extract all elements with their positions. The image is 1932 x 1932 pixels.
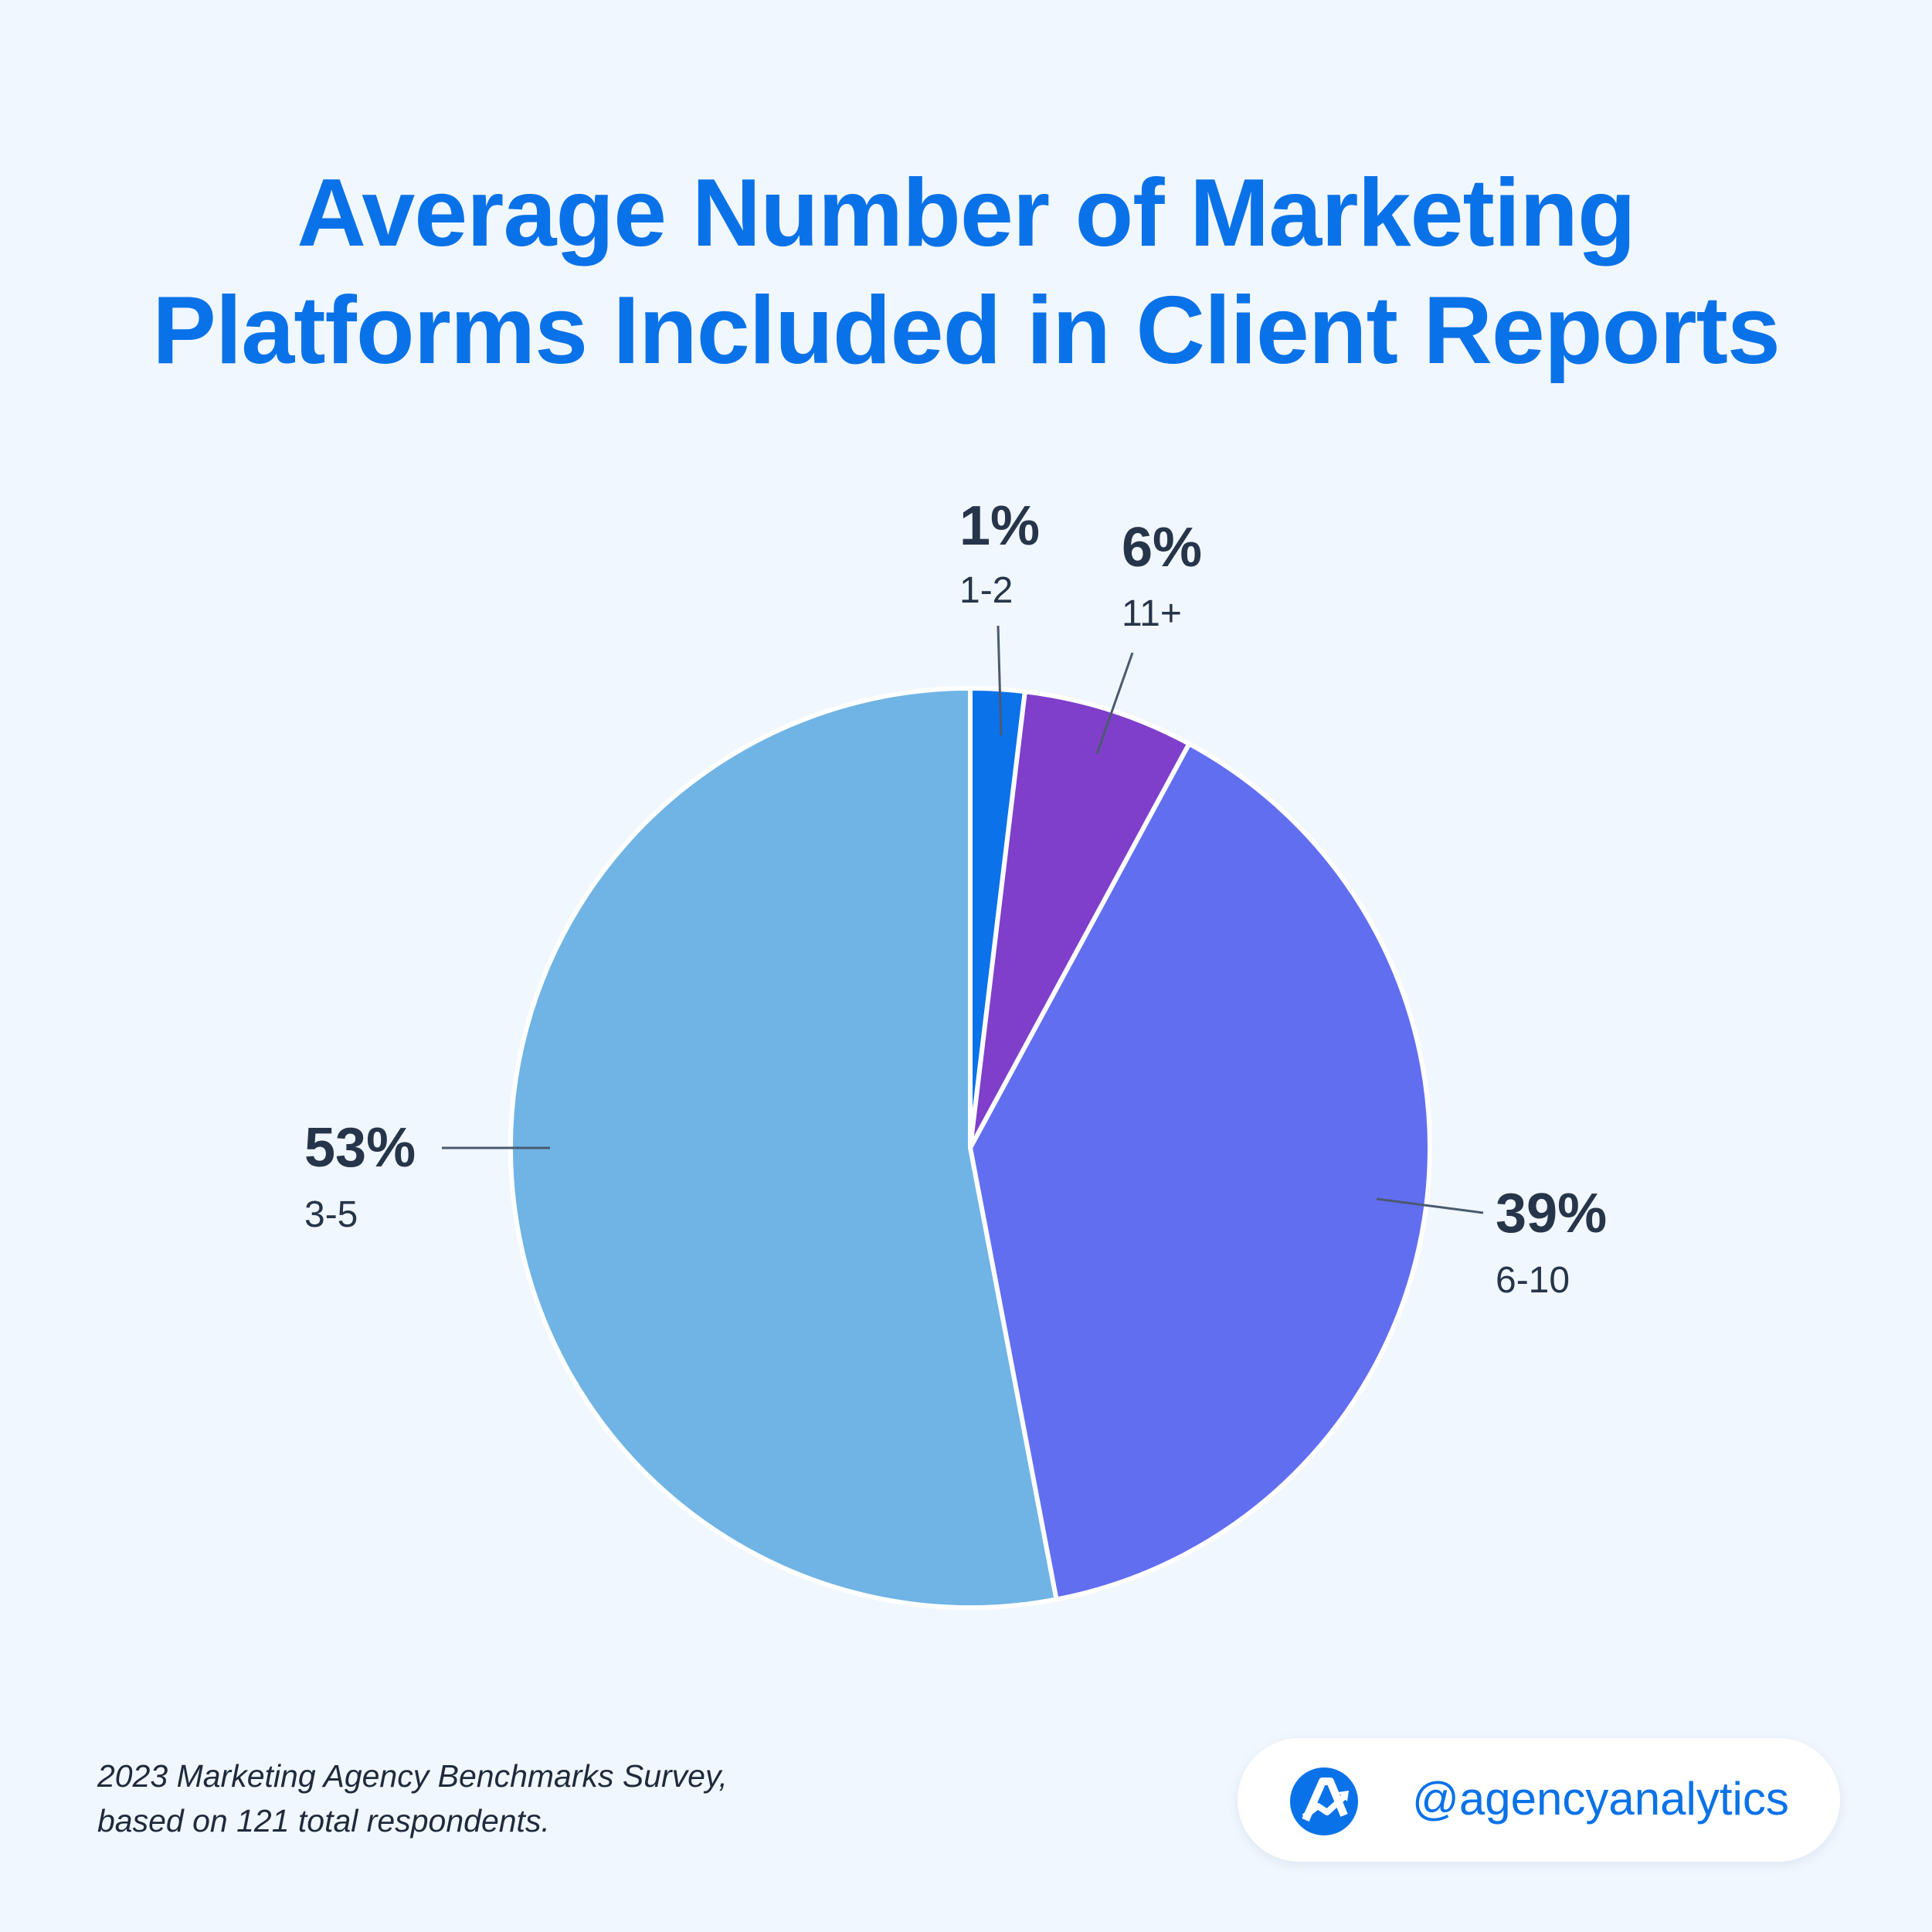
category-label-6-10: 6-10 xyxy=(1496,1260,1570,1301)
leader-line-6-10 xyxy=(1376,1197,1484,1214)
pie-slice-11- xyxy=(968,689,1192,1150)
leader-line-11- xyxy=(1095,652,1134,755)
pie-slice-3-5 xyxy=(508,686,1059,1610)
category-label-11-: 11+ xyxy=(1122,593,1182,634)
source-footnote-line-2: based on 121 total respondents. xyxy=(97,1803,550,1839)
pie-slice-6-10 xyxy=(968,741,1432,1602)
percent-label-6-10: 39% xyxy=(1496,1183,1607,1244)
agencyanalytics-logo-icon xyxy=(1290,1767,1358,1835)
percent-label-1-2: 1% xyxy=(959,495,1040,557)
category-label-1-2: 1-2 xyxy=(959,570,1013,611)
category-label-3-5: 3-5 xyxy=(304,1194,358,1235)
source-footnote: 2023 Marketing Agency Benchmarks Survey,… xyxy=(97,1754,728,1843)
leader-line-1-2 xyxy=(997,625,1003,736)
brand-handle[interactable]: @agencyanalytics xyxy=(1412,1773,1789,1825)
chart-title-line-1: Average Number of Marketing xyxy=(297,160,1635,267)
percent-label-3-5: 53% xyxy=(304,1117,416,1179)
brand-badge[interactable]: @agencyanalytics xyxy=(1238,1738,1840,1862)
chart-title: Average Number of Marketing Platforms In… xyxy=(0,154,1932,389)
chart-title-line-2: Platforms Included in Client Reports xyxy=(152,277,1781,384)
percent-label-11-: 6% xyxy=(1122,517,1202,579)
source-footnote-line-1: 2023 Marketing Agency Benchmarks Survey, xyxy=(97,1758,728,1794)
